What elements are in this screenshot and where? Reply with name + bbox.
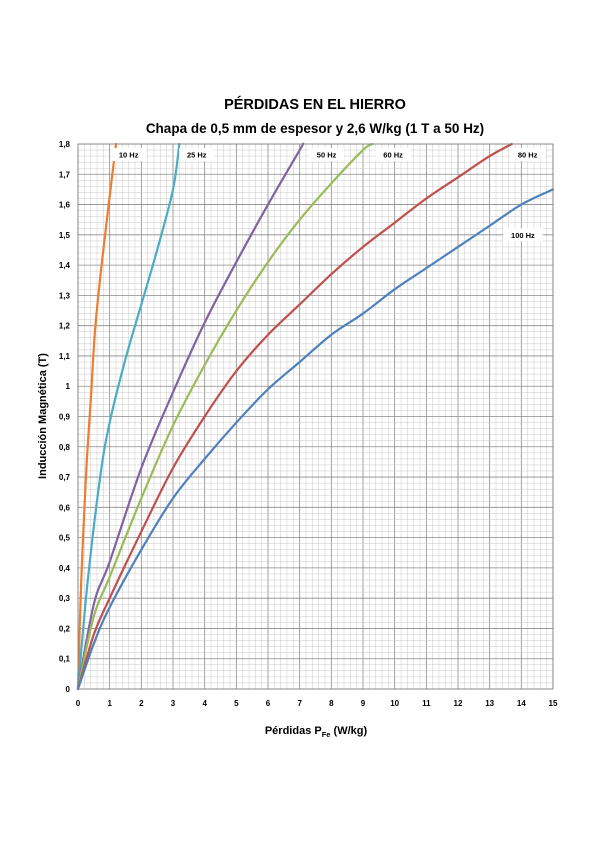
series-line-100hz [76, 188, 555, 691]
y-tick-label: 0,3 [59, 594, 71, 603]
y-tick-label: 0,8 [59, 443, 71, 452]
series-label-box-25hz [179, 148, 215, 162]
y-tick-label: 1,3 [59, 291, 71, 300]
y-tick-label: 1,4 [59, 261, 71, 270]
x-axis-title: Pérdidas PFe (W/kg) [265, 725, 368, 739]
y-tick-label: 1,2 [59, 322, 71, 331]
x-tick-label: 8 [329, 699, 334, 708]
series-label-80hz: 80 Hz [518, 151, 538, 160]
y-tick-label: 0,1 [59, 655, 71, 664]
series-line-80hz [76, 142, 513, 691]
x-tick-label: 3 [171, 699, 176, 708]
series-label-10hz: 10 Hz [119, 151, 139, 160]
series-lines [76, 142, 555, 691]
x-tick-label: 9 [361, 699, 366, 708]
x-axis-title-subscript: Fe [322, 730, 331, 739]
x-tick-label: 4 [202, 699, 207, 708]
x-tick-label: 12 [454, 699, 463, 708]
series-label-box-100hz [503, 228, 543, 242]
x-tick-label: 7 [297, 699, 302, 708]
x-tick-label: 1 [107, 699, 112, 708]
x-tick-label: 5 [234, 699, 239, 708]
series-labels: 10 Hz 25 Hz 50 Hz 60 Hz 80 Hz 100 Hz [111, 148, 546, 242]
y-tick-label: 0,5 [59, 534, 71, 543]
x-tick-label: 13 [485, 699, 494, 708]
chart-title: PÉRDIDAS EN EL HIERRO [224, 96, 406, 113]
x-tick-label: 2 [139, 699, 144, 708]
y-tick-label: 1,7 [59, 170, 71, 179]
y-tick-label: 1 [66, 382, 71, 391]
series-line-25hz [76, 142, 181, 691]
series-label-box-80hz [510, 148, 546, 162]
y-tick-label: 0 [66, 685, 71, 694]
y-tick-label: 0,9 [59, 413, 71, 422]
x-tick-label: 6 [266, 699, 271, 708]
x-tick-label: 0 [76, 699, 81, 708]
y-tick-label: 0,2 [59, 624, 71, 633]
series-label-50hz: 50 Hz [317, 151, 337, 160]
x-tick-label: 11 [422, 699, 431, 708]
series-label-box-50hz [309, 148, 345, 162]
y-tick-label: 0,4 [59, 564, 71, 573]
y-tick-label: 1,1 [59, 352, 71, 361]
y-tick-label: 0,7 [59, 473, 71, 482]
x-tick-label: 15 [549, 699, 558, 708]
y-tick-label: 1,6 [59, 201, 71, 210]
gridlines [77, 143, 554, 690]
x-tick-label: 14 [517, 699, 526, 708]
y-tick-label: 1,5 [59, 231, 71, 240]
series-line-60hz [76, 142, 374, 691]
x-axis-title-main: Pérdidas P [265, 725, 322, 737]
chart-subtitle: Chapa de 0,5 mm de espesor y 2,6 W/kg (1… [146, 121, 484, 136]
y-axis-title: Inducción Magnética (T) [37, 353, 49, 479]
y-tick-label: 0,6 [59, 503, 71, 512]
series-label-box-60hz [375, 148, 411, 162]
series-label-25hz: 25 Hz [187, 151, 207, 160]
series-label-60hz: 60 Hz [383, 151, 403, 160]
x-tick-label: 10 [390, 699, 399, 708]
plot-area-frame [77, 143, 554, 690]
x-axis-title-unit: (W/kg) [330, 725, 367, 737]
series-label-100hz: 100 Hz [511, 231, 535, 240]
x-tick-labels: 0 1 2 3 4 5 6 7 8 9 10 11 12 13 14 15 [76, 699, 558, 708]
y-tick-labels: 0 0,1 0,2 0,3 0,4 0,5 0,6 0,7 0,8 0,9 1 1,1 1,2 1,3 1,… [59, 140, 71, 694]
series-line-50hz [76, 142, 305, 691]
series-line-10hz [76, 142, 118, 691]
y-tick-label: 1,8 [59, 140, 71, 149]
series-label-box-10hz [111, 148, 147, 162]
